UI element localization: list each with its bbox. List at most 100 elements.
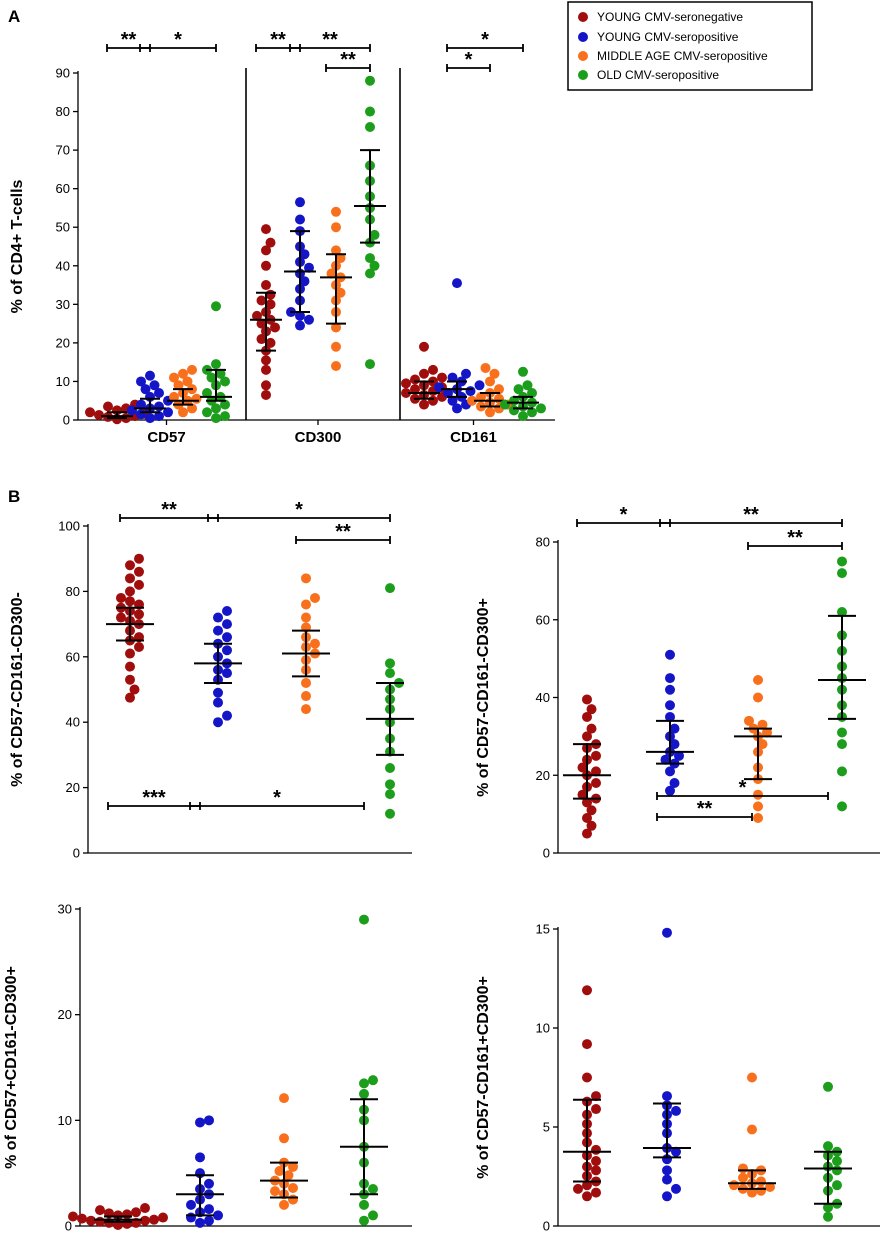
legend-label-middle-pos: MIDDLE AGE CMV-seropositive <box>597 49 768 63</box>
data-point-young-pos <box>136 399 146 410</box>
data-point-young-neg <box>85 407 95 418</box>
significance-label: ** <box>322 29 338 51</box>
data-point-old-pos <box>832 1156 842 1167</box>
data-point-old-pos <box>385 779 395 790</box>
data-point-young-neg <box>582 1191 592 1202</box>
data-point-young-neg <box>125 596 135 607</box>
data-point-young-neg <box>256 295 267 306</box>
data-point-young-neg <box>401 378 411 389</box>
data-point-young-pos <box>443 388 453 399</box>
data-point-young-pos <box>665 673 675 684</box>
legend-marker-middle-pos <box>578 51 588 61</box>
data-point-old-pos <box>368 1184 378 1195</box>
data-point-old-pos <box>211 301 221 312</box>
data-point-middle-pos <box>753 813 763 824</box>
y-tick-label: 80 <box>66 584 80 599</box>
data-point-middle-pos <box>178 407 188 418</box>
data-point-young-pos <box>461 368 471 379</box>
data-point-young-neg <box>261 260 271 271</box>
y-tick-label: 40 <box>536 690 550 705</box>
data-point-middle-pos <box>756 1176 766 1187</box>
y-tick-label: 5 <box>543 1120 550 1135</box>
data-point-young-pos <box>674 750 684 761</box>
data-point-young-pos <box>149 380 160 391</box>
y-tick-label: 0 <box>63 413 70 428</box>
data-point-old-pos <box>837 727 847 738</box>
y-tick-label: 30 <box>58 902 72 917</box>
data-point-old-pos <box>368 1075 378 1086</box>
data-point-middle-pos <box>279 1093 289 1104</box>
data-point-old-pos <box>369 229 380 240</box>
y-tick-label: 10 <box>536 1021 550 1036</box>
y-tick-label: 70 <box>56 143 70 158</box>
data-point-young-neg <box>116 612 126 623</box>
data-point-old-pos <box>385 808 395 819</box>
data-point-young-neg <box>586 723 597 734</box>
data-point-young-neg <box>261 245 271 256</box>
data-point-old-pos <box>823 1202 833 1213</box>
data-point-middle-pos <box>279 1133 289 1144</box>
significance-label: ** <box>270 29 286 51</box>
data-point-young-pos <box>195 1152 205 1163</box>
data-point-young-neg <box>265 337 276 348</box>
y-tick-label: 80 <box>56 104 70 119</box>
data-point-old-pos <box>359 914 369 925</box>
data-point-young-pos <box>665 711 675 722</box>
data-point-young-pos <box>671 1146 681 1157</box>
y-tick-label: 0 <box>73 846 80 861</box>
y-tick-label: 20 <box>56 335 70 350</box>
data-point-young-neg <box>410 374 420 385</box>
data-point-old-pos <box>837 766 847 777</box>
data-point-middle-pos <box>191 393 202 404</box>
data-point-middle-pos <box>178 368 188 379</box>
significance-label: ** <box>787 527 803 549</box>
data-point-young-pos <box>213 697 223 708</box>
data-point-middle-pos <box>744 715 754 726</box>
data-point-old-pos <box>211 359 221 370</box>
data-point-old-pos <box>369 260 380 271</box>
data-point-middle-pos <box>489 368 500 379</box>
data-point-middle-pos <box>310 638 320 649</box>
data-point-young-neg <box>591 1144 601 1155</box>
data-point-young-neg <box>582 828 592 839</box>
data-point-young-pos <box>665 766 675 777</box>
data-point-young-neg <box>131 1207 141 1218</box>
y-tick-label: 40 <box>66 715 80 730</box>
data-point-middle-pos <box>753 789 763 800</box>
data-point-old-pos <box>385 583 395 594</box>
data-point-young-pos <box>213 717 223 728</box>
data-point-old-pos <box>823 1081 833 1092</box>
data-point-young-pos <box>140 384 151 395</box>
data-point-young-neg <box>149 1214 159 1225</box>
significance-label: * <box>295 499 303 521</box>
data-point-young-neg <box>582 731 592 742</box>
data-point-old-pos <box>832 1165 842 1176</box>
data-point-young-neg <box>582 1072 592 1083</box>
data-point-young-pos <box>154 401 164 412</box>
data-point-young-neg <box>113 1210 123 1221</box>
data-point-young-pos <box>295 214 305 225</box>
legend-marker-young-neg <box>578 12 588 22</box>
significance-label: ** <box>340 49 356 71</box>
data-point-old-pos <box>365 359 375 370</box>
data-point-young-pos <box>665 649 675 660</box>
data-point-young-neg <box>140 1203 150 1214</box>
data-point-old-pos <box>215 368 226 379</box>
data-point-old-pos <box>385 668 395 679</box>
data-point-middle-pos <box>738 1163 748 1174</box>
data-point-young-neg <box>261 280 271 291</box>
data-point-old-pos <box>823 1141 833 1152</box>
data-point-young-neg <box>591 766 601 777</box>
data-point-old-pos <box>527 407 537 418</box>
data-point-middle-pos <box>301 691 311 702</box>
significance-label: ** <box>121 29 137 51</box>
data-point-old-pos <box>518 411 528 422</box>
data-point-young-pos <box>665 684 675 695</box>
data-point-young-neg <box>410 384 420 395</box>
data-point-young-neg <box>591 1104 601 1115</box>
data-point-young-pos <box>222 632 232 643</box>
data-point-old-pos <box>522 380 533 391</box>
data-point-old-pos <box>837 606 847 617</box>
